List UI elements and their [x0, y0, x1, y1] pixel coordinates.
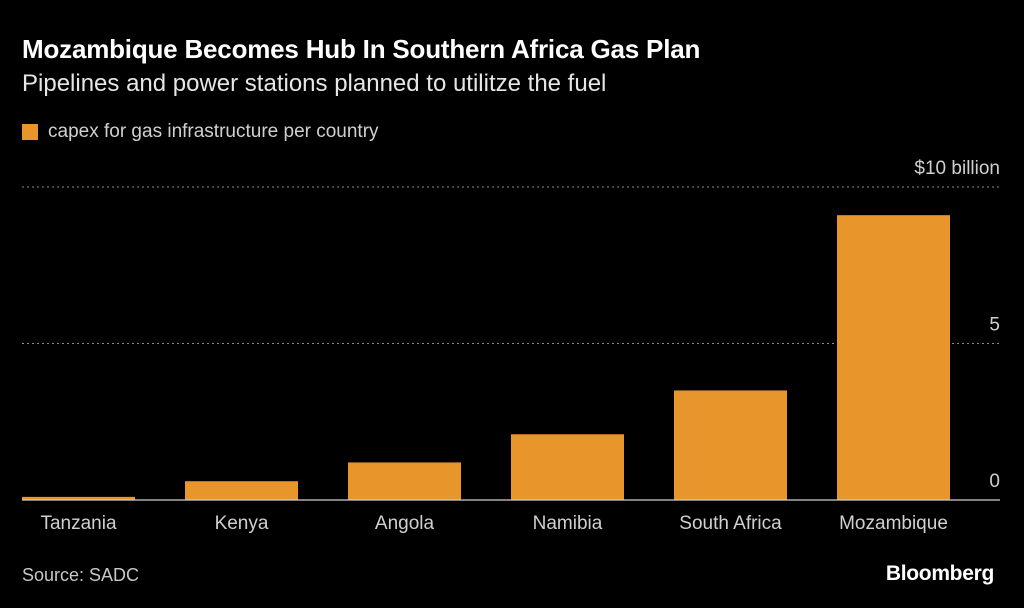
y-tick-label: 0: [989, 471, 1000, 492]
bar: [837, 215, 950, 501]
y-tick-label: $10 billion: [914, 158, 1000, 179]
x-tick-label: Mozambique: [839, 513, 948, 534]
source-note: Source: SADC: [22, 565, 140, 585]
x-tick-label: Tanzania: [40, 513, 116, 534]
x-tick-label: South Africa: [679, 513, 782, 534]
legend: capex for gas infrastructure per country: [22, 121, 379, 143]
bar: [185, 481, 298, 500]
chart-title: Mozambique Becomes Hub In Southern Afric…: [22, 34, 701, 64]
bar: [674, 390, 787, 500]
bar: [511, 434, 624, 500]
bar: [348, 462, 461, 500]
x-tick-label: Namibia: [533, 513, 603, 534]
bar: [22, 496, 135, 500]
chart-subtitle: Pipelines and power stations planned to …: [22, 70, 607, 97]
x-tick-label: Angola: [375, 513, 435, 534]
legend-label: capex for gas infrastructure per country: [48, 121, 379, 142]
x-tick-label: Kenya: [215, 513, 269, 534]
bloomberg-logo: Bloomberg: [885, 562, 994, 585]
y-tick-label: 5: [989, 315, 1000, 336]
legend-swatch: [22, 124, 38, 140]
